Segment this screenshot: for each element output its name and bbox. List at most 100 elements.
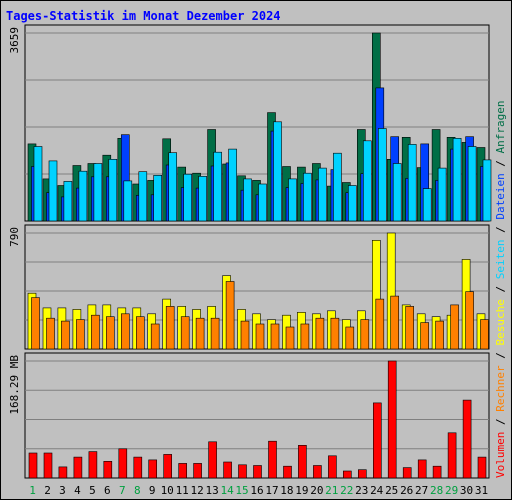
bar-rechner-day-7 bbox=[121, 313, 130, 350]
middle-panel-max-label: 790 bbox=[8, 227, 21, 247]
bottom-panel-background bbox=[24, 352, 490, 479]
bar-seiten-day-1 bbox=[33, 146, 43, 222]
bar-rechner-day-3 bbox=[61, 320, 70, 350]
legend-item-besuche: Besuche bbox=[494, 299, 507, 345]
bar-volumen-day-25 bbox=[387, 360, 397, 479]
x-tick-label-day-25: 25 bbox=[385, 484, 398, 497]
bar-seiten-day-12 bbox=[198, 176, 207, 222]
bar-rechner-day-9 bbox=[150, 323, 160, 350]
x-tick-label-day-11: 11 bbox=[176, 484, 189, 497]
bar-rechner-day-1 bbox=[31, 297, 40, 350]
x-tick-label-day-12: 12 bbox=[190, 484, 203, 497]
bar-seiten-day-8 bbox=[138, 171, 148, 222]
bar-seiten-day-6 bbox=[108, 159, 118, 222]
bar-seiten-day-13 bbox=[213, 151, 222, 222]
x-tick-label-day-21: 21 bbox=[325, 484, 338, 497]
x-tick-label-day-2: 2 bbox=[44, 484, 51, 497]
bar-volumen-day-11 bbox=[178, 463, 187, 479]
x-tick-label-day-29: 29 bbox=[445, 484, 458, 497]
x-tick-label-day-18: 18 bbox=[280, 484, 293, 497]
x-tick-label-day-14: 14 bbox=[220, 484, 234, 497]
bar-volumen-day-29 bbox=[447, 432, 457, 479]
bar-rechner-day-26 bbox=[405, 306, 415, 350]
legend-separator: / bbox=[494, 153, 507, 173]
bar-seiten-day-18 bbox=[288, 178, 297, 222]
bar-rechner-day-19 bbox=[300, 323, 310, 350]
bar-volumen-day-1 bbox=[28, 452, 38, 479]
x-tick-label-day-31: 31 bbox=[475, 484, 488, 497]
bar-volumen-day-16 bbox=[253, 465, 262, 479]
bar-volumen-day-22 bbox=[342, 470, 352, 479]
bar-volumen-day-27 bbox=[417, 459, 427, 479]
bar-rechner-day-29 bbox=[450, 304, 459, 350]
x-tick-label-day-15: 15 bbox=[235, 484, 248, 497]
bar-volumen-day-30 bbox=[462, 399, 472, 479]
x-tick-label-day-20: 20 bbox=[310, 484, 323, 497]
bottom-panel-max-label: 168.29 MB bbox=[8, 355, 21, 415]
bar-rechner-day-28 bbox=[435, 320, 444, 350]
legend-separator: / bbox=[494, 346, 507, 366]
legend-item-rechner: Rechner bbox=[494, 365, 507, 412]
bar-rechner-day-4 bbox=[76, 319, 85, 350]
bar-volumen-day-6 bbox=[103, 460, 113, 479]
bar-rechner-day-24 bbox=[375, 298, 385, 350]
bar-seiten-day-15 bbox=[243, 178, 252, 222]
bar-volumen-day-20 bbox=[313, 465, 322, 479]
legend-item-dateien: Dateien bbox=[494, 173, 507, 219]
bar-volumen-day-31 bbox=[477, 456, 487, 479]
x-tick-label-day-23: 23 bbox=[355, 484, 368, 497]
bar-seiten-day-20 bbox=[318, 167, 327, 222]
bar-volumen-day-2 bbox=[43, 452, 53, 479]
bar-rechner-day-13 bbox=[210, 317, 220, 350]
x-tick-label-day-24: 24 bbox=[370, 484, 384, 497]
bar-rechner-day-12 bbox=[195, 317, 205, 350]
bar-rechner-day-5 bbox=[91, 314, 100, 350]
x-tick-label-day-1: 1 bbox=[29, 484, 36, 497]
bar-volumen-day-5 bbox=[88, 451, 98, 479]
bar-rechner-day-23 bbox=[360, 319, 370, 350]
bar-rechner-day-8 bbox=[136, 316, 145, 350]
bar-seiten-day-21 bbox=[333, 152, 342, 222]
legend-item-volumen: Volumen bbox=[494, 432, 507, 478]
bar-rechner-day-30 bbox=[465, 291, 474, 350]
bar-volumen-day-28 bbox=[432, 465, 442, 479]
bar-seiten-day-4 bbox=[78, 170, 88, 222]
bar-volumen-day-18 bbox=[283, 465, 292, 479]
bar-seiten-day-25 bbox=[392, 163, 402, 222]
bar-seiten-day-23 bbox=[362, 140, 372, 222]
bar-rechner-day-31 bbox=[480, 319, 489, 350]
bar-volumen-day-21 bbox=[328, 455, 337, 479]
bar-seiten-day-10 bbox=[168, 152, 177, 222]
bar-rechner-day-20 bbox=[315, 317, 325, 350]
bar-volumen-day-8 bbox=[133, 456, 143, 479]
bar-rechner-day-15 bbox=[240, 320, 250, 350]
chart-title: Tages-Statistik im Monat Dezember 2024 bbox=[6, 9, 281, 23]
bar-volumen-day-19 bbox=[298, 444, 307, 479]
x-tick-label-day-16: 16 bbox=[250, 484, 263, 497]
x-tick-label-day-30: 30 bbox=[460, 484, 473, 497]
x-tick-label-day-28: 28 bbox=[430, 484, 443, 497]
bar-seiten-day-19 bbox=[303, 172, 312, 222]
bar-volumen-day-10 bbox=[163, 454, 172, 479]
bar-volumen-day-23 bbox=[357, 469, 367, 479]
bar-seiten-day-28 bbox=[437, 167, 447, 222]
x-tick-label-day-22: 22 bbox=[340, 484, 353, 497]
bar-seiten-day-29 bbox=[452, 138, 462, 222]
bar-rechner-day-21 bbox=[330, 317, 340, 350]
x-tick-label-day-5: 5 bbox=[89, 484, 96, 497]
bar-seiten-day-27 bbox=[422, 188, 432, 222]
bar-seiten-day-16 bbox=[258, 183, 267, 222]
bar-volumen-day-26 bbox=[402, 467, 412, 479]
x-tick-label-day-13: 13 bbox=[205, 484, 218, 497]
bar-volumen-day-4 bbox=[73, 456, 83, 479]
x-tick-label-day-6: 6 bbox=[104, 484, 111, 497]
bar-rechner-day-18 bbox=[285, 326, 295, 350]
bar-volumen-day-14 bbox=[223, 461, 232, 479]
x-tick-label-day-4: 4 bbox=[74, 484, 81, 497]
bar-volumen-day-9 bbox=[148, 459, 157, 479]
bar-rechner-day-17 bbox=[270, 323, 280, 350]
legend-separator: / bbox=[494, 412, 507, 432]
bar-rechner-day-2 bbox=[46, 317, 55, 350]
bar-seiten-day-17 bbox=[273, 121, 282, 222]
bar-rechner-day-14 bbox=[225, 281, 235, 350]
